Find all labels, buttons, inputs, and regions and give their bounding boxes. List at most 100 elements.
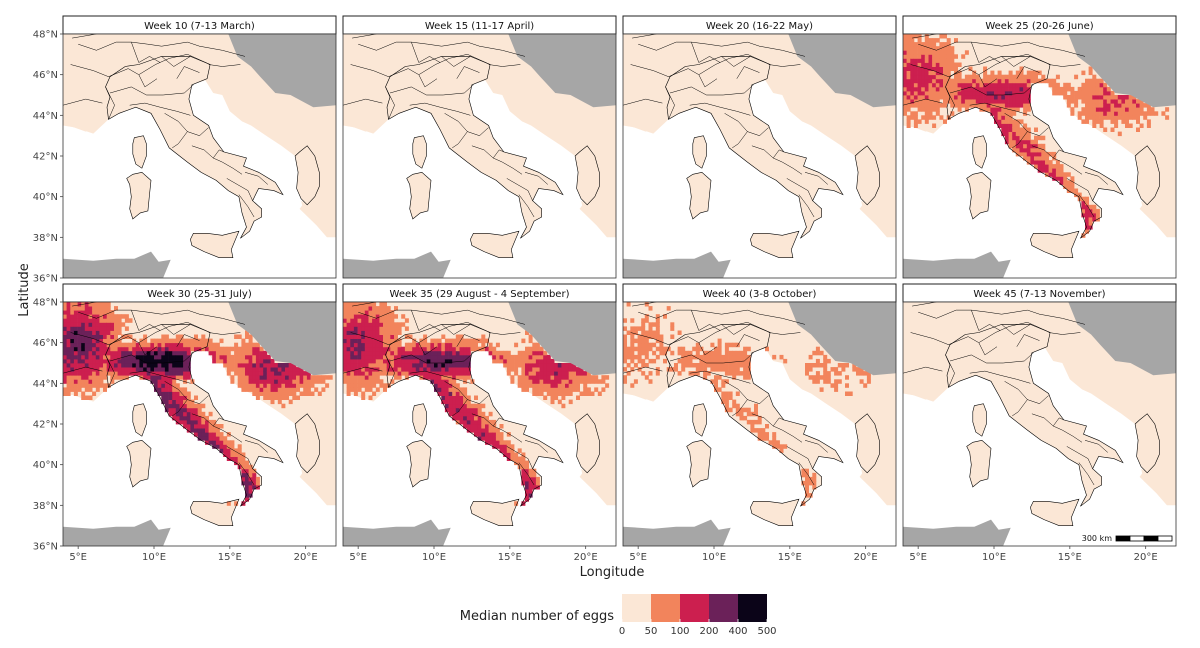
- heat-cell: [561, 387, 566, 392]
- heat-cell: [779, 448, 784, 453]
- heat-cell: [1114, 123, 1119, 128]
- heat-cell: [397, 375, 402, 380]
- admin-border: [109, 84, 194, 96]
- heat-cell: [201, 419, 206, 425]
- map-panel: Week 20 (16-22 May): [622, 15, 897, 279]
- heat-cell: [735, 354, 740, 360]
- heat-cell: [361, 322, 366, 327]
- heat-cell: [241, 350, 246, 356]
- heat-cell: [455, 375, 460, 380]
- heat-cell: [1139, 103, 1144, 108]
- heat-cell: [906, 90, 911, 96]
- heat-cell: [950, 46, 955, 51]
- heat-cell: [394, 346, 398, 352]
- heat-cell: [248, 387, 253, 392]
- heat-cell: [143, 363, 148, 368]
- heat-cell: [372, 383, 377, 388]
- heat-cell: [88, 302, 93, 307]
- heat-cell: [975, 103, 980, 108]
- heat-cell: [935, 90, 940, 96]
- heat-cell: [928, 70, 933, 76]
- heat-cell: [997, 86, 1002, 92]
- heat-cell: [390, 346, 395, 352]
- heat-cell: [1001, 111, 1006, 116]
- heat-cell: [921, 46, 926, 51]
- heat-cell: [197, 403, 202, 409]
- heat-cell: [364, 326, 369, 331]
- heat-cell: [434, 371, 438, 376]
- heat-cell: [255, 354, 260, 360]
- heat-cell: [528, 367, 533, 372]
- heat-cell: [906, 62, 911, 67]
- heat-cell: [917, 90, 922, 96]
- admin-border: [409, 370, 471, 384]
- heat-cell: [746, 375, 751, 380]
- heat-cell: [466, 346, 471, 352]
- heat-cell: [63, 302, 67, 307]
- heat-cell: [343, 375, 347, 380]
- heat-cell: [99, 302, 104, 307]
- heat-cell: [397, 330, 402, 335]
- heat-cell: [183, 350, 188, 356]
- heat-cell: [525, 358, 529, 364]
- non-study-land: [788, 34, 896, 108]
- heat-cell: [994, 99, 998, 104]
- heat-cell: [88, 387, 93, 392]
- heat-cell: [910, 103, 915, 108]
- heat-cell: [114, 334, 118, 339]
- heat-cell: [404, 318, 409, 323]
- heat-cell: [557, 367, 562, 372]
- heat-cell: [226, 346, 231, 352]
- admin-border: [131, 42, 161, 63]
- heat-cell: [917, 99, 922, 104]
- heat-cell: [1048, 82, 1053, 88]
- heat-cell: [903, 103, 907, 108]
- heat-cell: [514, 501, 519, 506]
- heat-cell: [674, 363, 678, 368]
- admin-border: [768, 64, 801, 67]
- heat-cell: [1074, 74, 1079, 80]
- heat-cell: [1103, 107, 1108, 112]
- heat-cell: [92, 334, 97, 339]
- heat-cell: [77, 318, 82, 323]
- heat-cell: [281, 403, 286, 409]
- heat-cell: [346, 326, 351, 331]
- heat-cell: [983, 90, 988, 96]
- heat-cell: [510, 354, 515, 360]
- lon-tick-label: 20°E: [854, 552, 878, 563]
- heat-cell: [1034, 70, 1038, 76]
- heat-cell: [70, 375, 75, 380]
- heat-cell: [848, 391, 853, 396]
- heat-cell: [703, 375, 708, 380]
- heat-cell: [983, 107, 988, 112]
- heat-cell: [179, 407, 184, 413]
- heat-cell: [903, 90, 907, 96]
- heat-cell: [259, 358, 264, 364]
- admin-border: [1048, 64, 1081, 67]
- heat-cell: [906, 34, 911, 39]
- heat-cell: [695, 342, 700, 348]
- heat-cell: [630, 338, 635, 344]
- heat-cell: [1019, 82, 1024, 88]
- heat-cell: [237, 375, 242, 380]
- heat-cell: [63, 358, 67, 364]
- heat-cell: [190, 428, 195, 433]
- heat-cell: [1026, 156, 1031, 161]
- heat-cell: [175, 395, 180, 400]
- heat-cell: [1037, 168, 1042, 173]
- heat-cell: [503, 452, 508, 457]
- heat-cell: [135, 358, 140, 364]
- heat-cell: [92, 342, 97, 348]
- heat-cell: [459, 415, 464, 421]
- heat-cell: [175, 383, 180, 388]
- heat-cell: [812, 472, 817, 478]
- heat-cell: [485, 432, 489, 437]
- heat-cell: [361, 354, 366, 360]
- heat-cell: [444, 358, 449, 364]
- heat-cell: [997, 99, 1002, 104]
- heat-cell: [415, 346, 420, 352]
- heat-cell: [652, 342, 657, 348]
- panel-title: Week 25 (20-26 June): [985, 21, 1093, 32]
- heat-cell: [565, 367, 569, 372]
- heat-cell: [550, 391, 555, 396]
